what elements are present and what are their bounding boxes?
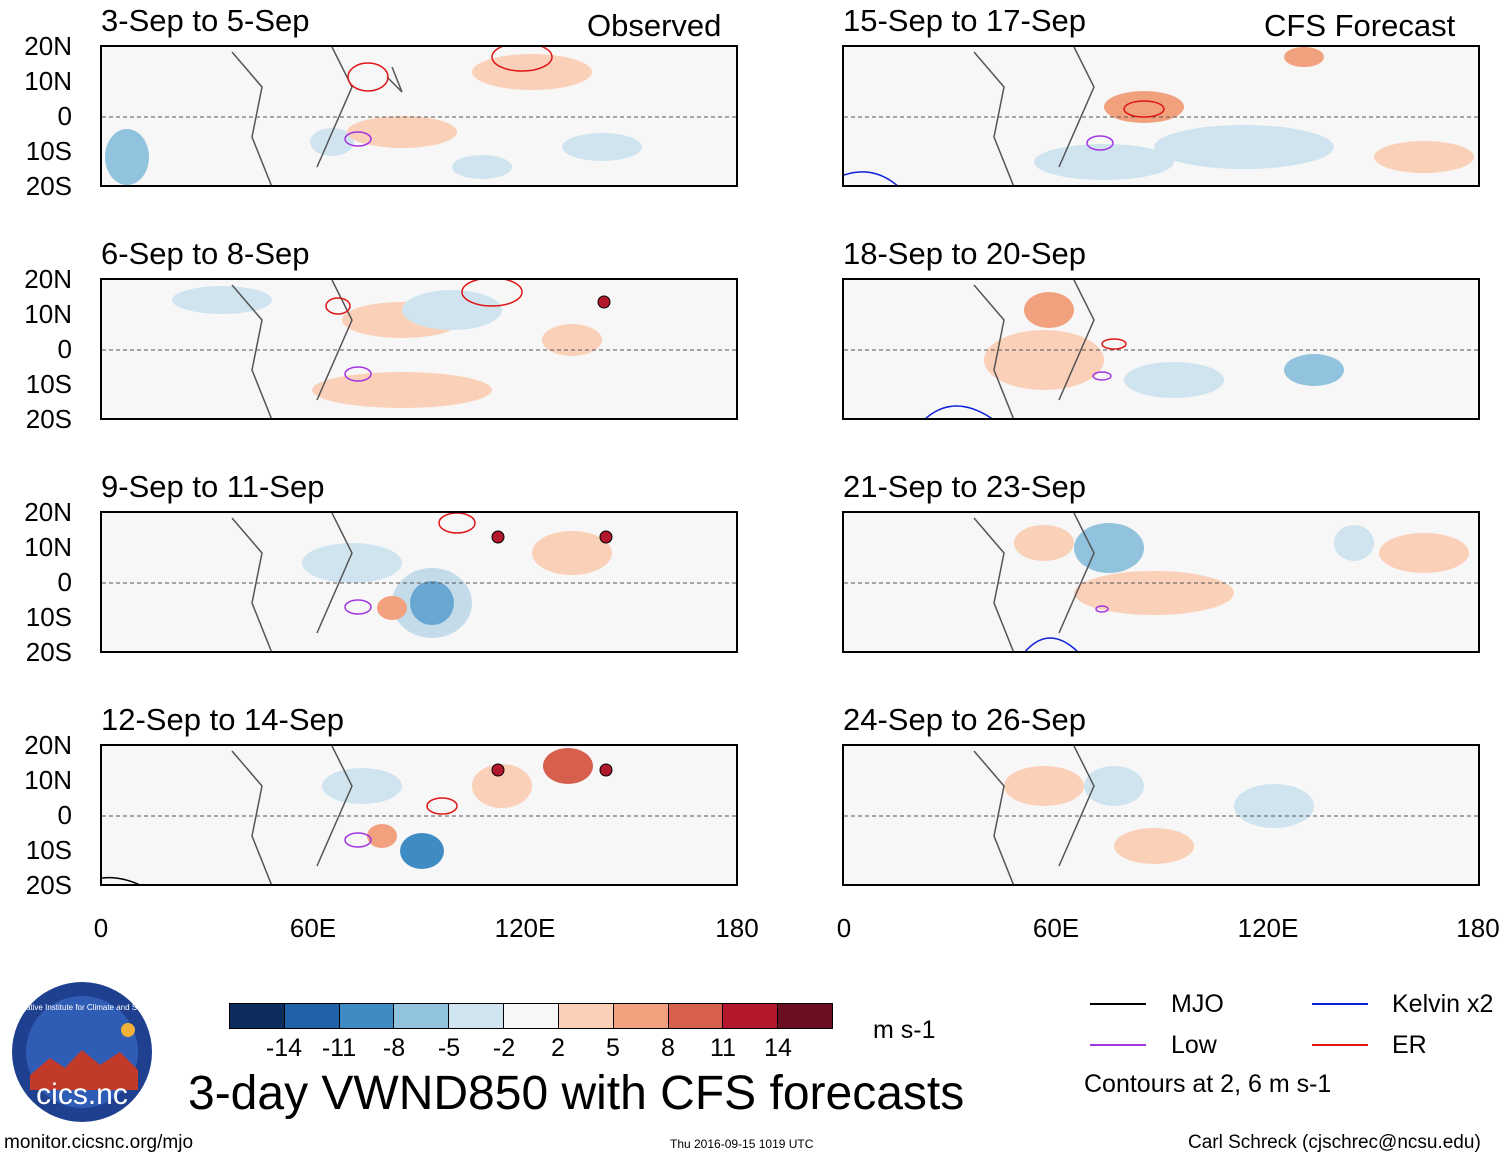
lat-label-20s: 20S: [25, 870, 72, 900]
legend-line-low: [1090, 1044, 1146, 1046]
anomaly-field: [844, 280, 1478, 418]
lat-label-10s: 10S: [25, 835, 72, 865]
panel-title-fc-4: 24-Sep to 26-Sep: [843, 702, 1087, 737]
lon-label-120e-left: 120E: [494, 913, 556, 943]
anomaly-field: [844, 47, 1478, 185]
anomaly-field: [102, 280, 736, 418]
legend-line-er: [1312, 1044, 1368, 1046]
colorbar-swatch: [230, 1004, 285, 1028]
logo-ring-text: Cooperative Institute for Climate and Sa…: [10, 1003, 154, 1012]
colorbar-swatch: [558, 1004, 614, 1028]
lat-label-eq: 0: [57, 101, 72, 131]
lat-label-20s: 20S: [25, 404, 72, 434]
colorbar-tick: 11: [710, 1034, 736, 1062]
anomaly-field: [844, 513, 1478, 651]
colorbar-swatch: [449, 1004, 505, 1028]
anomaly-field: [102, 746, 736, 884]
lon-label-180-right: 180: [1456, 913, 1500, 943]
lat-label-10n: 10N: [24, 299, 72, 329]
colorbar-swatch: [778, 1004, 832, 1028]
colorbar-swatch: [504, 1004, 559, 1028]
map-panel-obs-3: [100, 511, 738, 653]
map-panel-fc-4: [842, 744, 1480, 886]
lat-label-20n: 20N: [24, 730, 72, 760]
panel-title-obs-3: 9-Sep to 11-Sep: [101, 469, 325, 504]
map-panel-fc-2: [842, 278, 1480, 420]
lon-label-60e-right: 60E: [1032, 913, 1080, 943]
colorbar-tick: -8: [382, 1034, 406, 1062]
panel-title-obs-1: 3-Sep to 5-Sep: [101, 3, 310, 38]
lat-label-eq: 0: [57, 800, 72, 830]
colorbar-swatch: [668, 1004, 724, 1028]
panel-title-fc-2: 18-Sep to 20-Sep: [843, 236, 1087, 271]
colorbar-tick: 2: [551, 1034, 565, 1062]
anomaly-field: [102, 47, 736, 185]
colorbar-tick: -14: [265, 1034, 303, 1062]
panel-title-obs-4: 12-Sep to 14-Sep: [101, 702, 345, 737]
colorbar-units: m s-1: [873, 1016, 936, 1044]
lat-label-10n: 10N: [24, 765, 72, 795]
legend-label-er: ER: [1392, 1031, 1427, 1059]
lat-label-10s: 10S: [25, 136, 72, 166]
legend-label-kelvin: Kelvin x2: [1392, 990, 1494, 1018]
lat-label-eq: 0: [57, 567, 72, 597]
panel-title-fc-3: 21-Sep to 23-Sep: [843, 469, 1087, 504]
colorbar-swatch: [284, 1004, 340, 1028]
lat-label-20s: 20S: [25, 171, 72, 201]
colorbar-tick: 5: [606, 1034, 620, 1062]
footer-url: monitor.cicsnc.org/mjo: [4, 1132, 194, 1153]
map-panel-obs-4: [100, 744, 738, 886]
observed-label: Observed: [587, 8, 722, 43]
legend-label-mjo: MJO: [1171, 990, 1224, 1018]
colorbar-tick: 14: [764, 1034, 792, 1062]
panel-title-obs-2: 6-Sep to 8-Sep: [101, 236, 310, 271]
cfs-forecast-label: CFS Forecast: [1264, 8, 1456, 43]
legend-line-kelvin: [1312, 1003, 1368, 1005]
colorbar-tick: -2: [492, 1034, 516, 1062]
footer-credit: Carl Schreck (cjschrec@ncsu.edu): [1188, 1132, 1481, 1153]
logo-text: cics.nc: [36, 1078, 128, 1111]
anomaly-field: [102, 513, 736, 651]
map-panel-obs-1: [100, 45, 738, 187]
legend-label-low: Low: [1171, 1031, 1217, 1059]
colorbar-swatch: [723, 1004, 779, 1028]
lat-label-10n: 10N: [24, 66, 72, 96]
lon-label-180-left: 180: [715, 913, 759, 943]
colorbar-tick: 8: [661, 1034, 675, 1062]
lat-label-20n: 20N: [24, 31, 72, 61]
lon-label-60e-left: 60E: [289, 913, 337, 943]
lat-label-20s: 20S: [25, 637, 72, 667]
colorbar-tick: -5: [437, 1034, 461, 1062]
map-panel-obs-2: [100, 278, 738, 420]
colorbar: [229, 1003, 833, 1029]
lat-label-20n: 20N: [24, 264, 72, 294]
anomaly-field: [844, 746, 1478, 884]
colorbar-swatch: [339, 1004, 395, 1028]
lat-label-10n: 10N: [24, 532, 72, 562]
lon-label-0-right: 0: [836, 913, 852, 943]
panel-title-fc-1: 15-Sep to 17-Sep: [843, 3, 1087, 38]
colorbar-tick: -11: [321, 1034, 357, 1062]
footer-timestamp: Thu 2016-09-15 1019 UTC: [670, 1137, 814, 1151]
map-panel-fc-3: [842, 511, 1480, 653]
legend-line-mjo: [1090, 1003, 1146, 1005]
map-panel-fc-1: [842, 45, 1480, 187]
figure-title: 3-day VWND850 with CFS forecasts: [188, 1067, 965, 1120]
lat-label-eq: 0: [57, 334, 72, 364]
cics-logo: cics.nc Cooperative Institute for Climat…: [10, 982, 154, 1122]
lat-label-20n: 20N: [24, 497, 72, 527]
colorbar-swatch: [613, 1004, 669, 1028]
colorbar-swatch: [394, 1004, 450, 1028]
lon-label-0-left: 0: [93, 913, 109, 943]
legend-note: Contours at 2, 6 m s-1: [1084, 1070, 1332, 1098]
lat-label-10s: 10S: [25, 602, 72, 632]
lon-label-120e-right: 120E: [1237, 913, 1299, 943]
lat-label-10s: 10S: [25, 369, 72, 399]
